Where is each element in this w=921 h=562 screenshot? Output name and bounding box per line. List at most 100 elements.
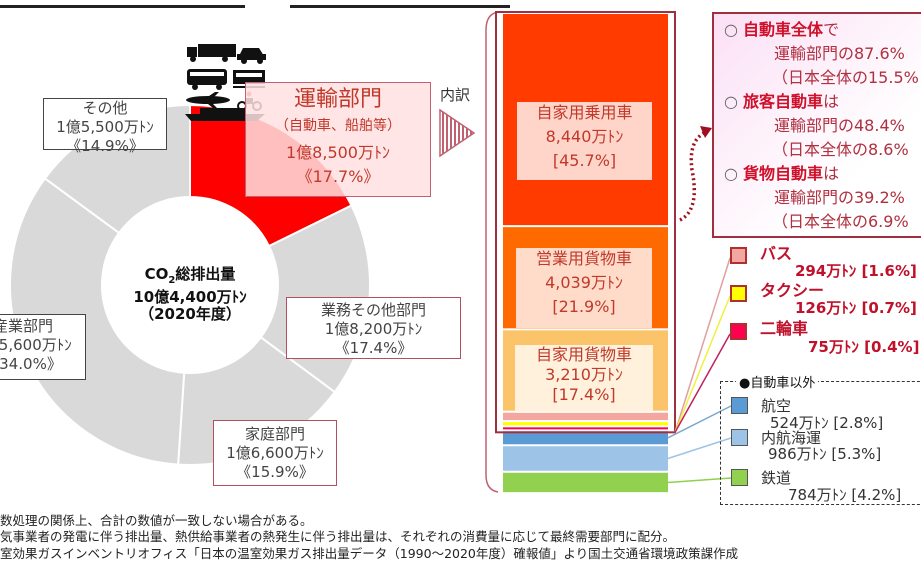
slice-pct: 《17.7%》	[296, 167, 380, 186]
legend-swatch-bus	[730, 247, 747, 264]
legend-amount: 784万ﾄﾝ	[788, 486, 847, 504]
automobile-frame	[495, 11, 676, 434]
label-other: その他 1億5,500万ﾄﾝ 《14.9%》	[43, 98, 167, 155]
summary-line: 運輸部門の39.2%	[774, 188, 905, 207]
summary-item: ○ 貨物自動車は	[724, 164, 840, 183]
bar-segment-3	[503, 412, 668, 421]
label-business: 業務その他部門 1億8,200万ﾄﾝ 《17.4%》	[286, 297, 461, 359]
leader-line-4	[674, 295, 731, 433]
summary-line: （日本全体の15.5%	[772, 68, 919, 87]
bar-label-commercial-truck: 営業用貨物車 4,039万ﾄﾝ [21.9%]	[516, 248, 652, 328]
legend-pct: [4.2%]	[851, 486, 902, 504]
slice-name: 運輸部門	[293, 87, 382, 112]
segment-name: 自家用乗用車	[536, 103, 633, 122]
legend-swatch-motorcycle	[730, 323, 747, 340]
slice-name: 家庭部門	[244, 425, 305, 443]
legend-value-aviation: 524万ﾄﾝ [2.8%]	[770, 412, 883, 433]
slice-amount: 1億5,500万ﾄﾝ	[56, 118, 154, 136]
legend-amount: 524万ﾄﾝ	[770, 414, 829, 432]
summary-rest: は	[823, 164, 840, 183]
legend-swatch-shipping	[731, 429, 748, 446]
header-underline-left	[0, 5, 245, 8]
summary-bold: 貨物自動車	[743, 164, 824, 183]
slice-name: その他	[82, 99, 128, 117]
segment-pct: [17.4%]	[552, 385, 616, 404]
legend-value-shipping: 986万ﾄﾝ [5.3%]	[768, 443, 881, 464]
dotted-arrow	[679, 130, 707, 222]
legend-value-railway: 784万ﾄﾝ [4.2%]	[788, 484, 901, 505]
slice-pct: 《15.9%》	[236, 463, 314, 481]
segment-name: 自家用貨物車	[535, 345, 632, 364]
segment-amount: 3,210万ﾄﾝ	[545, 365, 623, 384]
bracket	[485, 11, 499, 493]
center-sub: 2	[168, 275, 176, 286]
bar-segment-7	[503, 446, 668, 471]
breakdown-label: 内訳	[440, 86, 471, 104]
slice-name: 産業部門	[0, 317, 53, 335]
truck-icon	[187, 44, 236, 62]
legend-name-motorcycle: 二輪車	[760, 319, 809, 338]
footnote: 数処理の関係上、合計の数値が一致しない場合がある。	[0, 513, 313, 528]
legend-pct: [1.6%]	[861, 262, 917, 280]
legend-pct: [0.7%]	[861, 299, 917, 317]
slice-amount: 3億5,600万ﾄﾝ	[0, 336, 72, 354]
legend-amount: 126万ﾄﾝ	[795, 299, 857, 317]
bus-icon	[187, 69, 227, 90]
bar-segment-6	[503, 431, 668, 445]
summary-item: ○ 自動車全体で	[724, 20, 840, 39]
center-year: （2020年度）	[139, 305, 241, 323]
car-icon	[237, 48, 266, 64]
segment-amount: 4,039万ﾄﾝ	[545, 273, 623, 292]
segment-pct: [45.7%]	[552, 151, 617, 170]
label-industry: 産業部門 3億5,600万ﾄﾝ 《34.0%》	[0, 314, 86, 380]
bar-segment-8	[503, 472, 668, 493]
legend-name-shipping: 内航海運	[761, 429, 822, 447]
breakdown-arrow-icon	[439, 108, 476, 158]
legend-name-bus: バス	[760, 244, 793, 263]
summary-bold: 旅客自動車	[743, 92, 824, 111]
legend-value-bus: 294万ﾄﾝ [1.6%]	[795, 260, 917, 281]
header-underline-right	[290, 5, 510, 8]
legend-name-taxi: タクシー	[760, 281, 825, 300]
donut-chart	[9, 103, 371, 466]
center-co: CO	[144, 265, 169, 283]
donut-slice-3	[9, 177, 186, 466]
summary-bold: 自動車全体	[743, 20, 824, 39]
bar-segment-4	[503, 422, 668, 426]
center-total: 10億4,400万ﾄﾝ	[133, 288, 247, 306]
legend-amount: 294万ﾄﾝ	[795, 262, 857, 280]
leader-line-5	[674, 333, 731, 433]
slice-amount: 1億8,200万ﾄﾝ	[324, 320, 423, 338]
legend-swatch-taxi	[730, 285, 747, 302]
legend-amount: 75万ﾄﾝ	[808, 338, 859, 356]
legend-value-motorcycle: 75万ﾄﾝ [0.4%]	[808, 336, 919, 357]
summary-item: ○ 旅客自動車は	[724, 92, 840, 111]
arrow-head-icon	[700, 126, 712, 138]
slice-sub: （自動車、船舶等）	[275, 118, 401, 134]
legend-amount: 986万ﾄﾝ	[768, 445, 827, 463]
summary-line: （日本全体の6.9%	[772, 212, 909, 231]
legend-name-railway: 鉄道	[761, 469, 792, 487]
slice-pct: 《14.9%》	[66, 137, 144, 155]
slice-name: 業務その他部門	[320, 301, 426, 319]
donut-center-label: CO2総排出量 10億4,400万ﾄﾝ （2020年度）	[120, 266, 260, 323]
airplane-icon	[186, 92, 230, 108]
legend-pct: [2.8%]	[833, 414, 884, 432]
legend-value-taxi: 126万ﾄﾝ [0.7%]	[795, 297, 917, 318]
bar-label-private-car: 自家用乗用車 8,440万ﾄﾝ [45.7%]	[517, 102, 652, 180]
summary-line: （日本全体の8.6%	[772, 140, 909, 159]
automobile-summary-box: ○ 自動車全体で 運輸部門の87.6% （日本全体の15.5% ○ 旅客自動車は…	[712, 12, 921, 238]
segment-name: 営業用貨物車	[535, 249, 632, 268]
summary-line: 運輸部門の48.4%	[774, 116, 905, 135]
slice-amount: 1億6,600万ﾄﾝ	[226, 444, 324, 462]
segment-amount: 8,440万ﾄﾝ	[545, 127, 624, 146]
bar-segment-5	[503, 427, 668, 430]
legend-swatch-aviation	[731, 397, 748, 414]
legend-swatch-railway	[731, 469, 748, 486]
legend-pct: [0.4%]	[864, 338, 920, 356]
summary-rest: は	[823, 92, 840, 111]
non-auto-box	[720, 381, 921, 505]
legend-name-aviation: 航空	[761, 397, 792, 415]
slice-amount: 1億8,500万ﾄﾝ	[286, 143, 390, 162]
footnote: 室効果ガスインベントリオフィス「日本の温室効果ガス排出量データ（1990～202…	[0, 546, 739, 561]
